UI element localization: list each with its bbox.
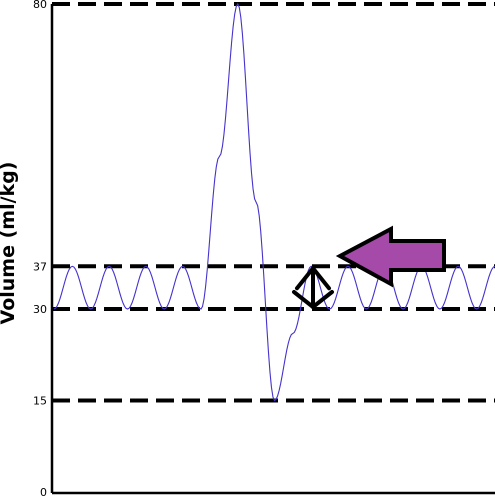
double-arrow-bottom-head [292, 290, 334, 309]
y-tick-labels: 0 15 30 37 80 [33, 0, 47, 496]
tidal-volume-double-arrow [292, 266, 334, 309]
y-axis-label: Volume (ml/kg) [0, 162, 19, 325]
volume-series-line [53, 2, 495, 402]
y-tick-label-37: 37 [33, 260, 47, 273]
reference-lines [52, 2, 495, 403]
pointer-arrow [335, 225, 446, 288]
double-arrow-top-head [295, 266, 331, 291]
y-tick-label-15: 15 [33, 395, 47, 408]
y-tick-label-30: 30 [33, 303, 47, 316]
y-tick-label-0: 0 [40, 486, 47, 496]
y-tick-label-80: 80 [33, 0, 47, 11]
